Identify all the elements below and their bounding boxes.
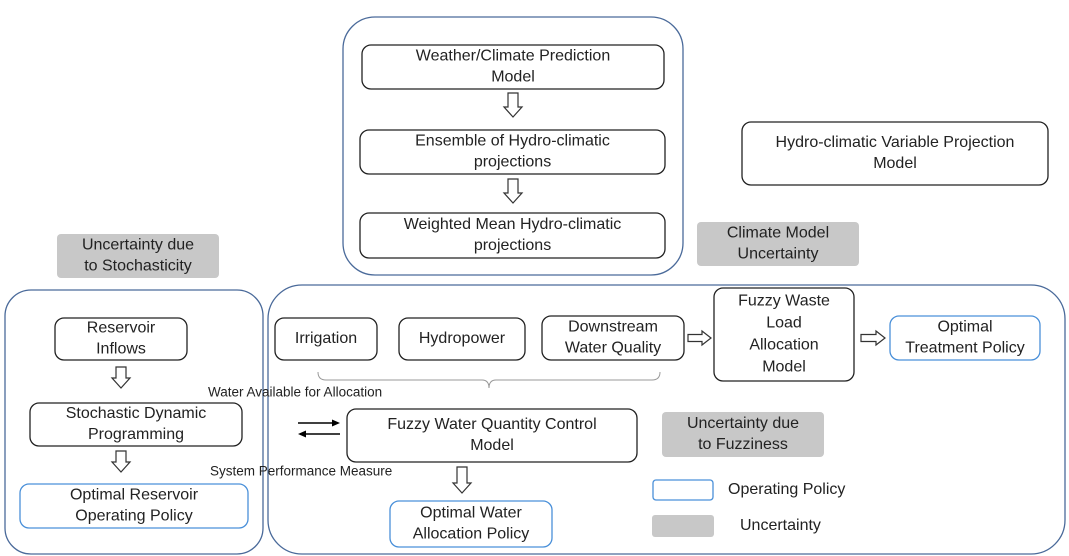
- box-label: Weather/Climate Prediction: [416, 48, 610, 65]
- box-label: projections: [474, 237, 551, 254]
- fuzzy-container: [267, 284, 1066, 555]
- stochastic-container: [4, 289, 264, 555]
- box: [274, 317, 378, 361]
- box-label: Irrigation: [295, 330, 357, 347]
- box-label: Treatment Policy: [905, 340, 1024, 357]
- box-label: Programming: [88, 426, 184, 443]
- box-label: Uncertainty: [738, 246, 819, 263]
- box-label: Fuzzy Water Quantity Control: [387, 416, 596, 433]
- flow-arrow: [110, 366, 132, 389]
- box-label: Allocation: [749, 337, 818, 354]
- box: [359, 212, 666, 259]
- box-label: Optimal Water: [420, 505, 522, 522]
- box: [54, 317, 188, 361]
- legend-swatch-policy: [652, 479, 714, 501]
- flow-arrow: [451, 466, 473, 494]
- box-label: Weighted Mean Hydro-climatic: [404, 216, 622, 233]
- box: [697, 222, 859, 266]
- box-label: Optimal: [937, 319, 992, 336]
- box: [662, 412, 824, 457]
- box-label: projections: [474, 154, 551, 171]
- system-performance-label: System Performance Measure: [210, 464, 392, 479]
- box: [57, 234, 219, 278]
- box-label: to Stochasticity: [84, 258, 192, 275]
- climate-container: [342, 16, 684, 276]
- legend-label: Operating Policy: [728, 481, 845, 498]
- flow-arrow: [502, 178, 524, 204]
- flow-arrow: [860, 329, 886, 347]
- box: [541, 315, 685, 361]
- flow-arrow: [110, 450, 132, 473]
- box-label: Model: [762, 359, 806, 376]
- box-label: Allocation Policy: [413, 526, 530, 543]
- flow-arrow: [687, 329, 712, 347]
- water-available-label: Water Available for Allocation: [208, 385, 382, 400]
- box: [741, 121, 1049, 186]
- box-label: Reservoir: [87, 320, 156, 337]
- box: [389, 500, 553, 548]
- box-label: to Fuzziness: [698, 436, 788, 453]
- box-label: Model: [491, 69, 535, 86]
- flow-arrow: [502, 92, 524, 118]
- box-label: Fuzzy Waste: [738, 293, 830, 310]
- box-label: Operating Policy: [75, 508, 192, 525]
- box-label: Inflows: [96, 341, 146, 358]
- box-label: Climate Model: [727, 225, 829, 242]
- box: [19, 483, 249, 529]
- box: [29, 402, 243, 447]
- box: [361, 44, 665, 90]
- box: [346, 408, 638, 463]
- box-label: Ensemble of Hydro-climatic: [415, 133, 610, 150]
- legend-label: Uncertainty: [740, 517, 821, 534]
- box: [359, 129, 666, 175]
- box: [889, 315, 1041, 361]
- box-label: Hydro-climatic Variable Projection: [776, 134, 1015, 151]
- box: [713, 287, 855, 382]
- box-label: Optimal Reservoir: [70, 487, 199, 504]
- box-label: Hydropower: [419, 330, 506, 347]
- box-label: Stochastic Dynamic: [66, 405, 207, 422]
- box-label: Uncertainty due: [82, 237, 194, 254]
- box-label: Load: [766, 315, 802, 332]
- arrow-head: [332, 419, 340, 427]
- box-label: Model: [873, 155, 917, 172]
- box-label: Uncertainty due: [687, 415, 799, 432]
- box-label: Model: [470, 437, 514, 454]
- legend-swatch-uncertainty: [652, 515, 714, 537]
- box-label: Downstream: [568, 319, 658, 336]
- brace: [317, 371, 661, 389]
- box-label: Water Quality: [565, 340, 661, 357]
- arrow-head: [298, 430, 306, 438]
- box: [398, 317, 526, 361]
